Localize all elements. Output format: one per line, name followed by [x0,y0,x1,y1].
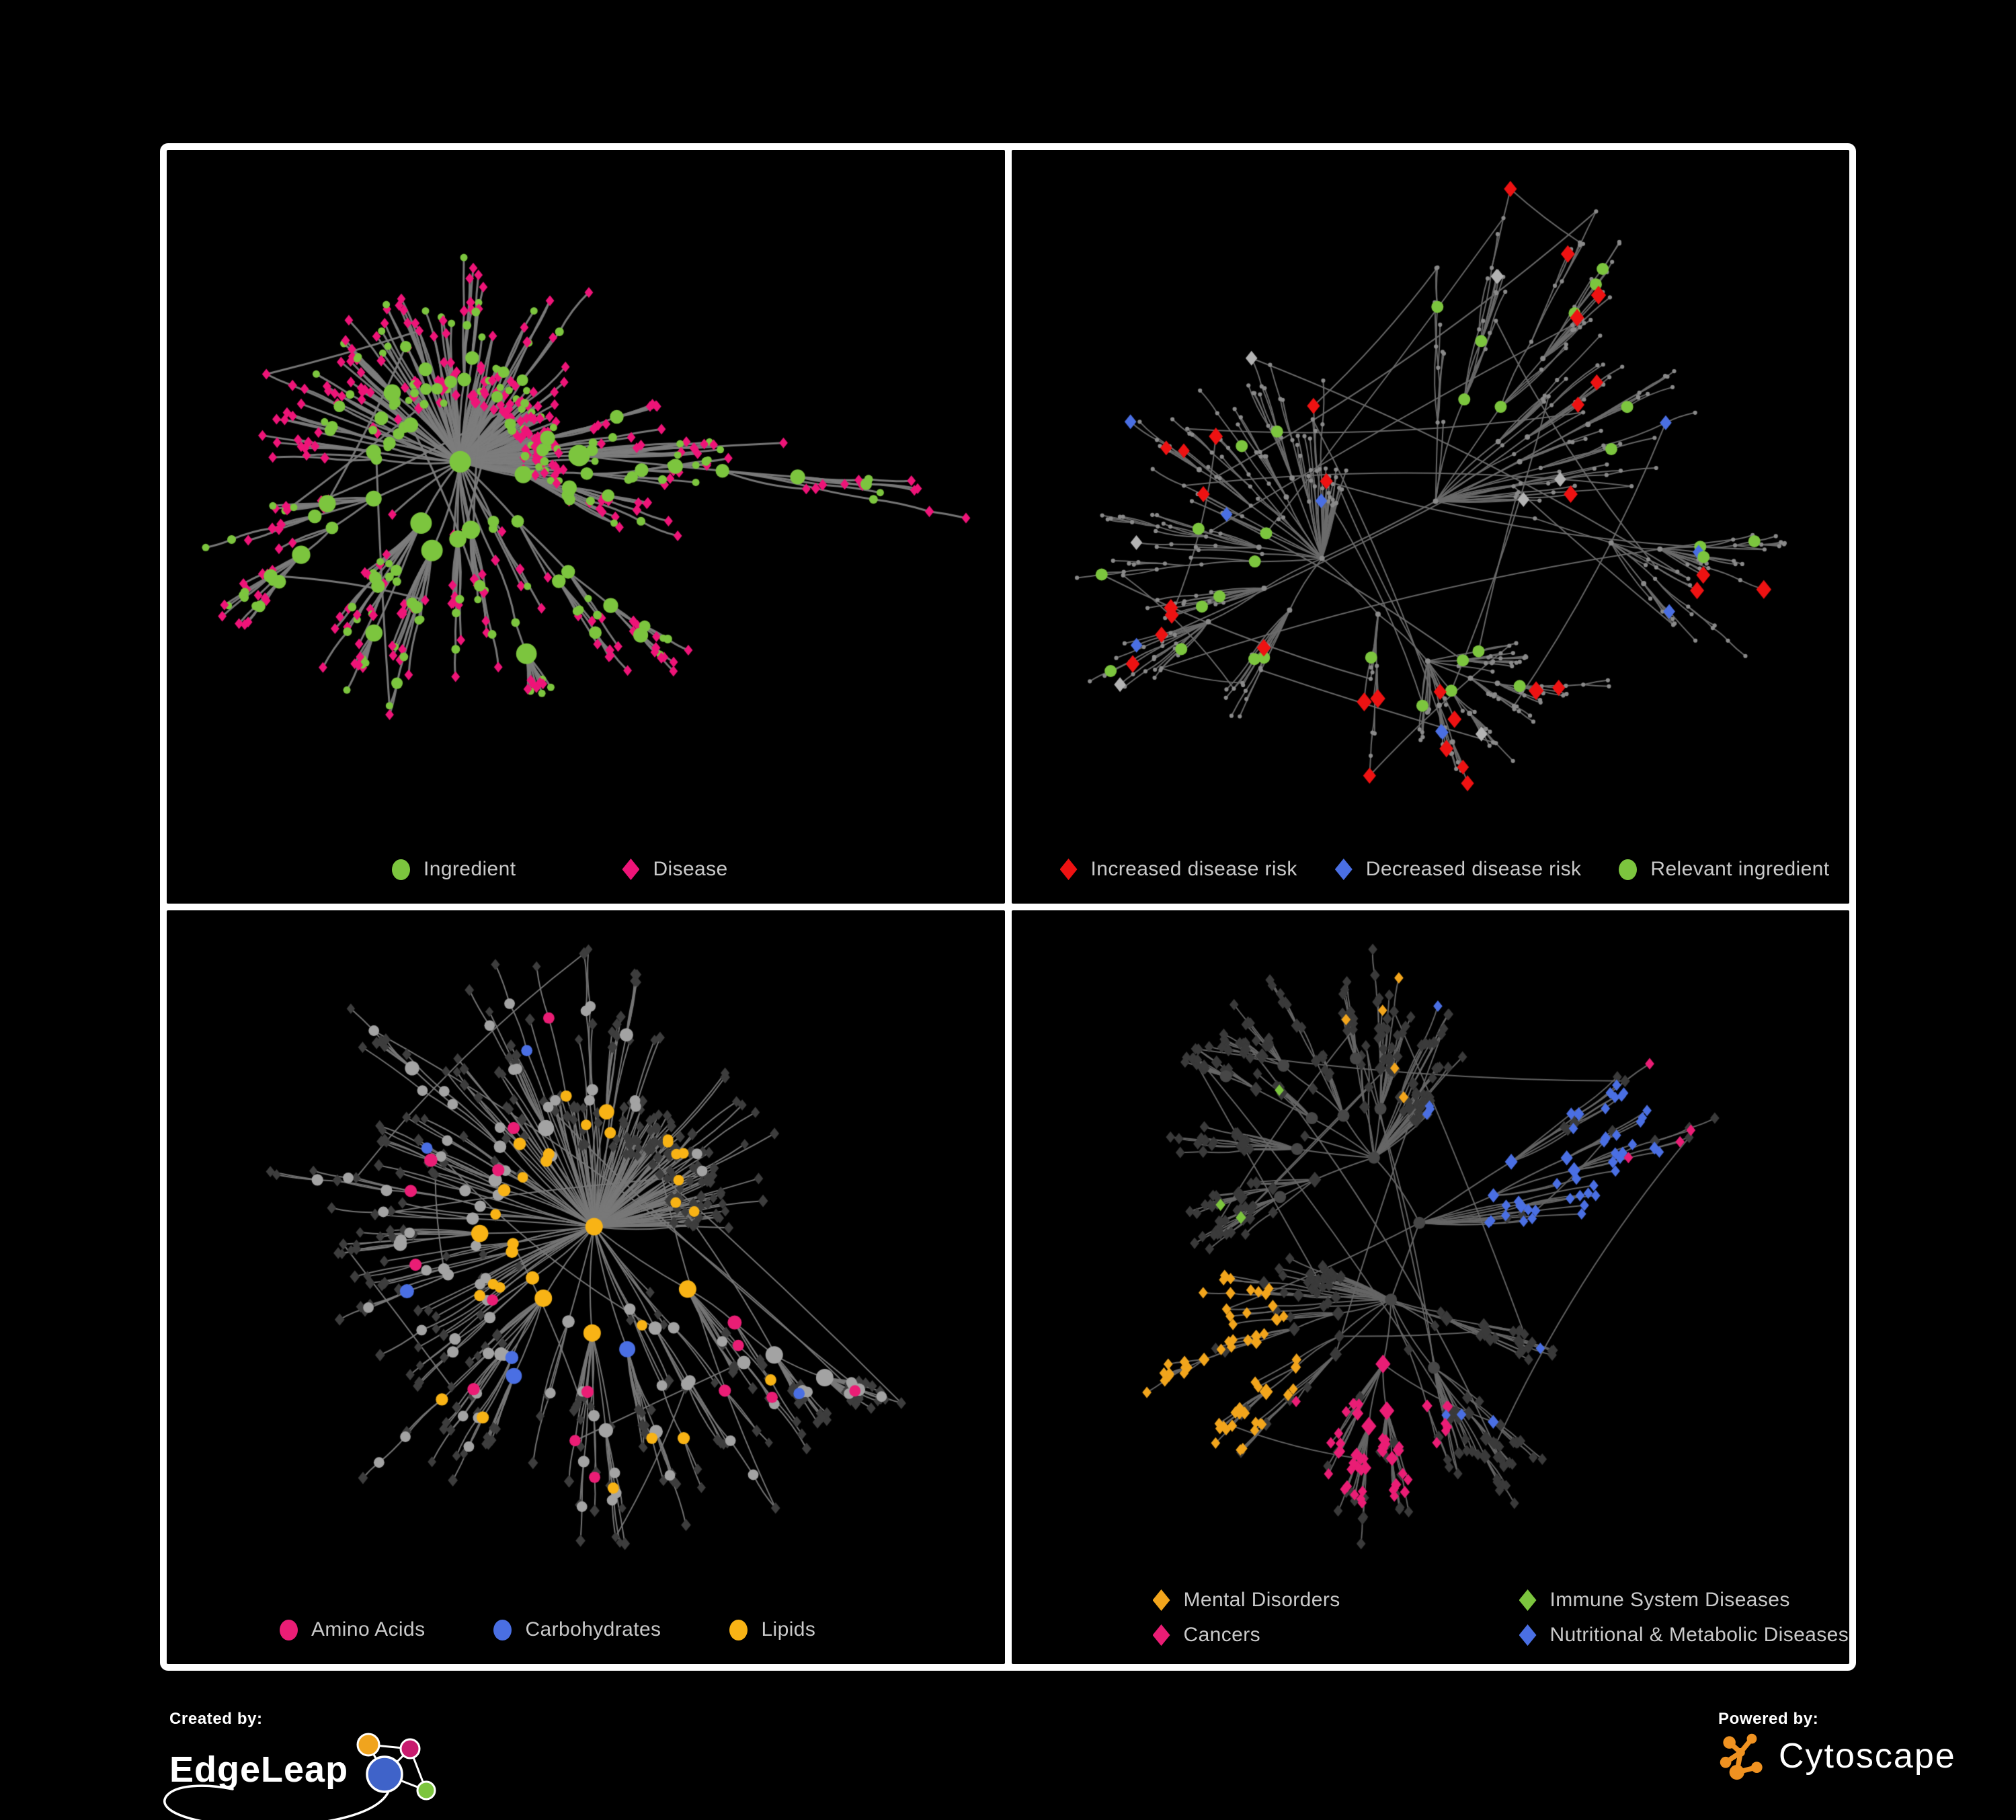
legend-item-immune-diseases: Immune System Diseases [1519,1589,1849,1612]
legend-item-amino-acids: Amino Acids [280,1618,425,1641]
legend-label-immune-diseases: Immune System Diseases [1549,1589,1790,1611]
legend-item-increased-risk: Increased disease risk [1059,858,1297,881]
ingredient-disease-network-canvas [167,150,1005,822]
legend-ingredient-disease: Ingredient Disease [392,858,728,881]
legend-label-lipids: Lipids [761,1618,816,1640]
figure-grid: Ingredient Disease Increased disease ris… [160,143,1856,1671]
cytoscape-brand-row: Cytoscape [1718,1730,1956,1782]
legend-item-decreased-risk: Decreased disease risk [1334,858,1582,881]
legend-item-mental-disorders: Mental Disorders [1152,1589,1519,1612]
legend-item-ingredient: Ingredient [392,858,516,881]
legend-label-increased-risk: Increased disease risk [1090,858,1297,880]
lipids-swatch-icon [729,1619,748,1640]
edgeleap-logo-icon [356,1733,436,1801]
edgeleap-brand-row: EdgeLeap [163,1730,444,1820]
powered-by-label: Powered by: [1718,1710,1819,1728]
disease-class-network-canvas [1011,910,1849,1583]
cytoscape-logo-icon [1720,1733,1763,1780]
legend-label-cancers: Cancers [1183,1624,1261,1646]
disease-risk-network-canvas [1011,150,1849,822]
legend-item-metabolic-diseases: Nutritional & Metabolic Diseases [1519,1624,1849,1647]
decreased-risk-swatch-icon [1334,859,1353,880]
legend-label-mental-disorders: Mental Disorders [1183,1589,1340,1611]
panel-disease-classes: Mental Disorders Immune System Diseases … [1011,910,1849,1664]
immune-diseases-swatch-icon [1519,1589,1537,1611]
cytoscape-logo-text: Cytoscape [1779,1737,1956,1776]
legend-item-lipids: Lipids [729,1618,815,1641]
carbohydrates-swatch-icon [493,1619,512,1640]
ingredient-swatch-icon [392,859,410,880]
legend-label-carbohydrates: Carbohydrates [525,1618,661,1640]
legend-label-relevant-ingredient: Relevant ingredient [1650,858,1830,880]
edgeleap-logo-text: EdgeLeap [169,1749,349,1790]
legend-label-disease: Disease [653,858,728,880]
legend-label-decreased-risk: Decreased disease risk [1365,858,1582,880]
legend-disease-classes: Mental Disorders Immune System Diseases … [1152,1589,1849,1647]
legend-item-relevant-ingredient: Relevant ingredient [1619,858,1829,881]
metabolic-diseases-swatch-icon [1519,1624,1537,1646]
cytoscape-credit: Powered by: Cytosc [1718,1710,1956,1782]
legend-item-disease: Disease [622,858,727,881]
relevant-ingredient-swatch-icon [1619,859,1638,880]
cancers-swatch-icon [1152,1624,1170,1646]
disease-swatch-icon [622,859,640,880]
legend-label-ingredient: Ingredient [424,858,516,880]
panel-ingredient-disease: Ingredient Disease [167,150,1005,904]
legend-label-amino-acids: Amino Acids [311,1618,426,1640]
panel-nutrient-classes: Amino Acids Carbohydrates Lipids [167,910,1005,1664]
legend-item-cancers: Cancers [1152,1624,1519,1647]
panel-disease-risk: Increased disease risk Decreased disease… [1011,150,1849,904]
mental-disorders-swatch-icon [1152,1589,1170,1611]
legend-nutrient-classes: Amino Acids Carbohydrates Lipids [280,1618,815,1641]
legend-disease-risk: Increased disease risk Decreased disease… [1059,858,1830,881]
increased-risk-swatch-icon [1059,859,1078,880]
nutrient-class-network-canvas [167,910,1005,1583]
created-by-label: Created by: [169,1710,263,1728]
legend-item-carbohydrates: Carbohydrates [493,1618,661,1641]
legend-label-metabolic-diseases: Nutritional & Metabolic Diseases [1549,1624,1849,1646]
edgeleap-credit: Created by: EdgeLeap [163,1710,444,1820]
amino-acids-swatch-icon [280,1619,298,1640]
